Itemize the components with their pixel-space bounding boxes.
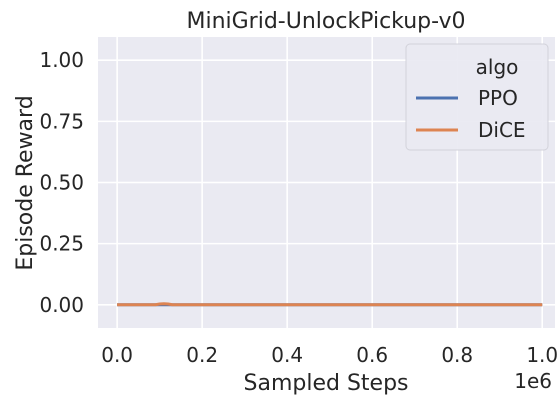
- legend-box: [405, 43, 549, 151]
- y-tick-label: 0.75: [39, 109, 84, 133]
- x-axis-label: Sampled Steps: [244, 371, 409, 396]
- x-tick-label: 0.6: [356, 343, 388, 367]
- y-tick-label: 1.00: [39, 48, 84, 72]
- legend-label-ppo: PPO: [478, 86, 518, 110]
- x-tick-label: 0.8: [441, 343, 473, 367]
- x-tick-label: 0.0: [101, 343, 133, 367]
- y-tick-label: 0.50: [39, 171, 84, 195]
- legend-label-dice: DiCE: [478, 118, 526, 142]
- y-tick-labels: 0.00 0.25 0.50 0.75 1.00: [39, 48, 84, 317]
- y-tick-label: 0.25: [39, 232, 84, 256]
- legend: algo PPO DiCE: [405, 43, 549, 151]
- series-line-dice: [117, 302, 543, 307]
- series-lines: [117, 302, 543, 307]
- x-axis-offset-text: 1e6: [514, 369, 552, 393]
- legend-title: algo: [476, 55, 519, 79]
- x-tick-label: 0.4: [271, 343, 303, 367]
- x-tick-label: 0.2: [186, 343, 218, 367]
- chart-title: MiniGrid-UnlockPickup-v0: [186, 9, 465, 34]
- x-tick-label: 1.0: [526, 343, 558, 367]
- x-tick-labels: 0.0 0.2 0.4 0.6 0.8 1.0: [101, 343, 558, 367]
- y-axis-label: Episode Reward: [13, 95, 38, 270]
- y-tick-label: 0.00: [39, 293, 84, 317]
